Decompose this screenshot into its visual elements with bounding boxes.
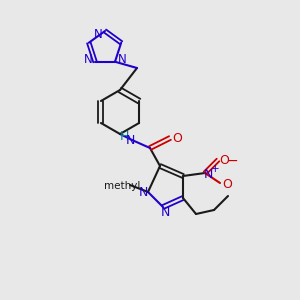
Text: N: N <box>138 187 148 200</box>
Text: N: N <box>160 206 170 220</box>
Text: H: H <box>119 130 129 143</box>
Text: O: O <box>222 178 232 190</box>
Text: −: − <box>226 154 238 168</box>
Text: methyl: methyl <box>104 181 140 191</box>
Text: N: N <box>94 28 102 40</box>
Text: O: O <box>219 154 229 167</box>
Text: +: + <box>211 164 219 174</box>
Text: N: N <box>84 53 92 66</box>
Text: N: N <box>125 134 135 148</box>
Text: N: N <box>118 53 126 66</box>
Text: N: N <box>203 167 213 181</box>
Text: O: O <box>172 133 182 146</box>
